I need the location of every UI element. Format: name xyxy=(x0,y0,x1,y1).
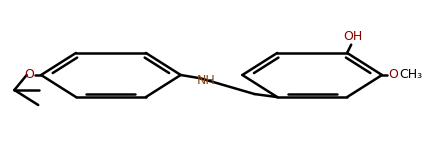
Text: CH₃: CH₃ xyxy=(400,69,423,81)
Text: OH: OH xyxy=(344,30,363,43)
Text: O: O xyxy=(388,69,398,81)
Text: O: O xyxy=(24,69,34,81)
Text: NH: NH xyxy=(197,75,216,87)
